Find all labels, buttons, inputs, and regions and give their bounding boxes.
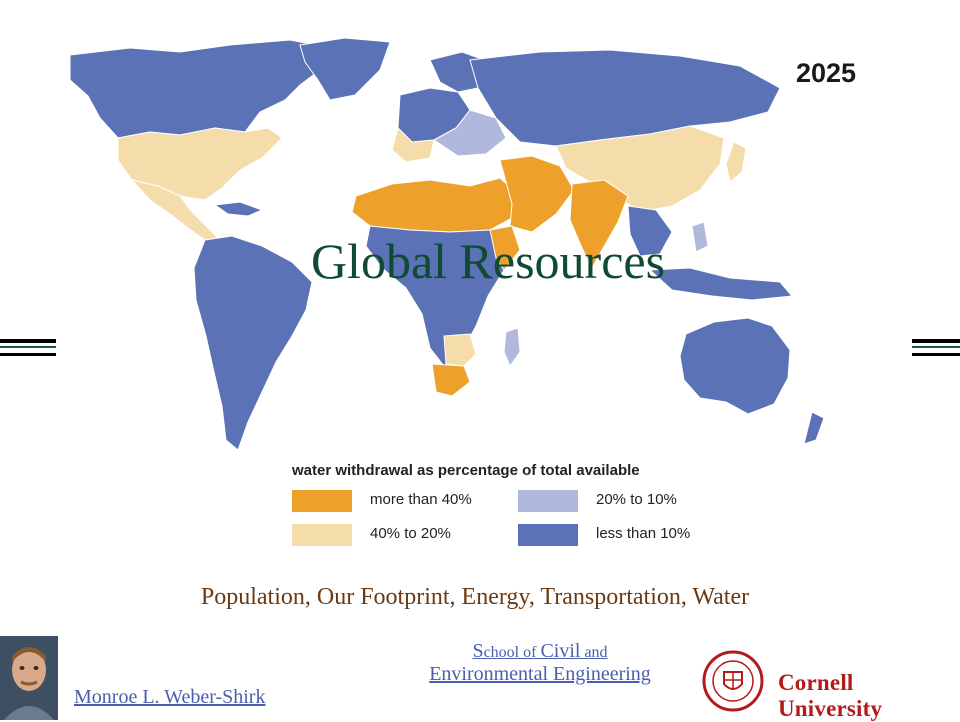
school-and: and bbox=[580, 644, 608, 661]
legend-label: more than 40% bbox=[370, 491, 472, 508]
region-south-america bbox=[193, 235, 313, 451]
region-russia bbox=[469, 49, 781, 147]
region-south-africa bbox=[431, 363, 471, 397]
author-link[interactable]: Monroe L. Weber-Shirk bbox=[74, 686, 266, 708]
world-map-icon bbox=[69, 37, 825, 451]
region-europe-central bbox=[433, 109, 507, 157]
school-line-2[interactable]: Environmental Engineering bbox=[429, 663, 651, 685]
region-india bbox=[569, 179, 629, 270]
school-line-1[interactable]: School of Civil and bbox=[380, 640, 700, 663]
author-photo bbox=[0, 636, 58, 720]
region-new-zealand bbox=[803, 411, 825, 445]
region-philippines bbox=[691, 221, 709, 253]
slide-subtitle: Population, Our Footprint, Energy, Trans… bbox=[200, 584, 750, 610]
legend-label: 20% to 10% bbox=[596, 491, 677, 508]
region-middle-east bbox=[499, 155, 575, 233]
region-indonesia bbox=[648, 267, 794, 301]
region-horn-africa bbox=[489, 225, 521, 271]
legend-swatch bbox=[518, 490, 578, 512]
institution-wordmark: Cornell University bbox=[778, 670, 883, 721]
region-canada bbox=[69, 39, 331, 139]
school-civil: Civil bbox=[540, 640, 581, 662]
region-iberia bbox=[391, 127, 435, 163]
right-rule bbox=[912, 339, 960, 343]
region-greenland bbox=[299, 37, 391, 101]
region-southeast-asia bbox=[627, 205, 673, 257]
left-rule bbox=[0, 353, 56, 356]
legend-title: water withdrawal as percentage of total … bbox=[292, 462, 640, 479]
legend-swatch bbox=[292, 490, 352, 512]
region-australia bbox=[679, 317, 791, 415]
right-rule bbox=[912, 346, 960, 348]
world-map: 2025 bbox=[69, 37, 857, 451]
cornell-seal-icon bbox=[702, 650, 764, 712]
legend-label: less than 10% bbox=[596, 525, 691, 542]
right-rule bbox=[912, 353, 960, 356]
legend-swatch bbox=[292, 524, 352, 546]
region-southern-africa bbox=[443, 333, 477, 367]
region-japan bbox=[725, 141, 747, 183]
left-rule bbox=[0, 339, 56, 343]
legend-label: 40% to 20% bbox=[370, 525, 451, 542]
map-year: 2025 bbox=[796, 58, 857, 88]
author-photo-icon bbox=[0, 636, 58, 720]
region-caribbean bbox=[213, 201, 264, 217]
legend-swatch bbox=[518, 524, 578, 546]
region-madagascar bbox=[503, 327, 521, 368]
school-initial: S bbox=[472, 640, 484, 662]
slide-title: Global Resources bbox=[310, 233, 666, 289]
school-of: chool of bbox=[483, 644, 541, 661]
school-link[interactable]: School of Civil and Environmental Engine… bbox=[380, 640, 700, 686]
region-north-africa bbox=[351, 177, 521, 233]
left-rule bbox=[0, 346, 56, 348]
